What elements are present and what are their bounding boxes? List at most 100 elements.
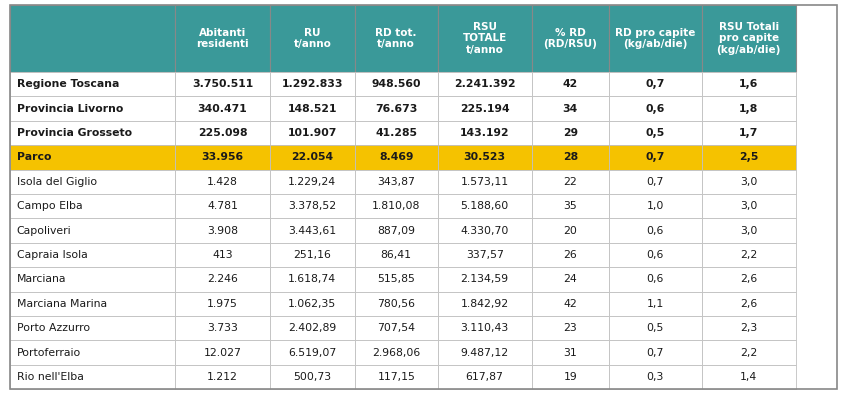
Bar xyxy=(10,5,175,72)
Text: 0,5: 0,5 xyxy=(647,323,664,333)
Text: 26: 26 xyxy=(563,250,577,260)
Text: 500,73: 500,73 xyxy=(293,372,331,382)
Text: 2.402,89: 2.402,89 xyxy=(288,323,336,333)
Text: 2,2: 2,2 xyxy=(740,250,757,260)
Bar xyxy=(438,72,532,97)
Text: 101.907: 101.907 xyxy=(288,128,337,138)
Text: 3.110,43: 3.110,43 xyxy=(461,323,509,333)
Bar xyxy=(355,267,438,292)
Text: 1.229,24: 1.229,24 xyxy=(288,177,336,187)
Text: 22.054: 22.054 xyxy=(291,152,334,162)
Bar xyxy=(702,121,795,145)
Text: 5.188,60: 5.188,60 xyxy=(461,201,509,211)
Text: 1.062,35: 1.062,35 xyxy=(288,299,336,309)
Bar xyxy=(355,340,438,365)
Text: 41.285: 41.285 xyxy=(375,128,418,138)
Text: 3,0: 3,0 xyxy=(740,177,757,187)
Text: 2,6: 2,6 xyxy=(740,299,757,309)
Text: 22: 22 xyxy=(563,177,577,187)
Text: 0,7: 0,7 xyxy=(647,177,664,187)
Text: 0,7: 0,7 xyxy=(647,348,664,358)
Text: 0,7: 0,7 xyxy=(645,79,665,89)
Text: Porto Azzurro: Porto Azzurro xyxy=(17,323,90,333)
Bar xyxy=(355,316,438,340)
Bar xyxy=(269,365,355,389)
Bar xyxy=(609,243,702,267)
Text: 1.975: 1.975 xyxy=(208,299,238,309)
Text: 8.469: 8.469 xyxy=(379,152,413,162)
Bar xyxy=(702,267,795,292)
Text: 1,0: 1,0 xyxy=(647,201,664,211)
Bar xyxy=(10,365,175,389)
Bar xyxy=(355,194,438,218)
Bar xyxy=(702,170,795,194)
Bar xyxy=(438,121,532,145)
Text: 337,57: 337,57 xyxy=(466,250,504,260)
Bar xyxy=(10,218,175,243)
Text: 1.212: 1.212 xyxy=(208,372,238,382)
Text: 2,6: 2,6 xyxy=(740,275,757,284)
Bar xyxy=(355,365,438,389)
Bar xyxy=(609,72,702,97)
Text: 515,85: 515,85 xyxy=(377,275,415,284)
Bar xyxy=(438,267,532,292)
Text: 42: 42 xyxy=(563,299,577,309)
Bar xyxy=(532,316,609,340)
Bar xyxy=(438,340,532,365)
Text: 1.842,92: 1.842,92 xyxy=(461,299,509,309)
Bar xyxy=(269,292,355,316)
Bar xyxy=(355,292,438,316)
Bar xyxy=(609,5,702,72)
Text: 0,7: 0,7 xyxy=(645,152,665,162)
Text: 9.487,12: 9.487,12 xyxy=(461,348,509,358)
Text: Marciana: Marciana xyxy=(17,275,66,284)
Bar xyxy=(532,267,609,292)
Text: 30.523: 30.523 xyxy=(463,152,506,162)
Bar xyxy=(175,145,269,170)
Bar xyxy=(532,97,609,121)
Text: 780,56: 780,56 xyxy=(377,299,415,309)
Bar xyxy=(532,218,609,243)
Text: 28: 28 xyxy=(562,152,578,162)
Text: 1,1: 1,1 xyxy=(647,299,664,309)
Text: 948.560: 948.560 xyxy=(372,79,421,89)
Text: 0,5: 0,5 xyxy=(645,128,665,138)
Text: RD tot.
t/anno: RD tot. t/anno xyxy=(375,28,417,49)
Bar xyxy=(702,316,795,340)
Text: 24: 24 xyxy=(563,275,577,284)
Text: 148.521: 148.521 xyxy=(288,104,337,113)
Bar xyxy=(355,5,438,72)
Bar xyxy=(175,194,269,218)
Bar xyxy=(10,72,175,97)
Text: 1.573,11: 1.573,11 xyxy=(461,177,509,187)
Bar xyxy=(175,292,269,316)
Bar xyxy=(438,316,532,340)
Text: 34: 34 xyxy=(562,104,578,113)
Text: 4.330,70: 4.330,70 xyxy=(461,226,509,236)
Bar xyxy=(10,316,175,340)
Bar xyxy=(355,121,438,145)
Text: 3,0: 3,0 xyxy=(740,226,757,236)
Bar xyxy=(532,121,609,145)
Bar xyxy=(609,365,702,389)
Bar xyxy=(609,97,702,121)
Bar xyxy=(438,292,532,316)
Bar xyxy=(702,218,795,243)
Bar xyxy=(355,72,438,97)
Text: % RD
(RD/RSU): % RD (RD/RSU) xyxy=(543,28,597,49)
Bar xyxy=(702,5,795,72)
Bar xyxy=(532,145,609,170)
Bar xyxy=(175,267,269,292)
Text: 31: 31 xyxy=(563,348,577,358)
Bar xyxy=(532,194,609,218)
Bar xyxy=(10,194,175,218)
Text: Marciana Marina: Marciana Marina xyxy=(17,299,107,309)
Text: 3.750.511: 3.750.511 xyxy=(192,79,253,89)
Text: 617,87: 617,87 xyxy=(466,372,504,382)
Text: Provincia Livorno: Provincia Livorno xyxy=(17,104,123,113)
Bar xyxy=(702,243,795,267)
Bar xyxy=(438,243,532,267)
Bar xyxy=(702,72,795,97)
Text: 0,6: 0,6 xyxy=(647,275,664,284)
Text: 0,6: 0,6 xyxy=(645,104,665,113)
